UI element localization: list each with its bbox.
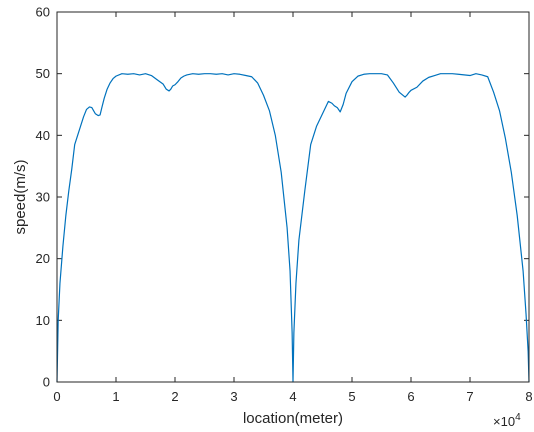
x-tick-label: 3 xyxy=(230,389,237,404)
x-tick-label: 6 xyxy=(407,389,414,404)
y-tick-label: 10 xyxy=(36,313,50,328)
y-axis-label: speed(m/s) xyxy=(12,159,29,234)
x-axis-exponent-base: ×10 xyxy=(493,414,515,429)
y-tick-label: 40 xyxy=(36,128,50,143)
series-layer xyxy=(56,73,530,383)
tick-labels: 0 1 2 3 4 5 6 7 8 0 10 20 30 40 50 60 xyxy=(36,5,533,405)
x-tick-label: 8 xyxy=(525,389,532,404)
x-tick-label: 5 xyxy=(348,389,355,404)
x-tick-label: 1 xyxy=(112,389,119,404)
y-tick-label: 60 xyxy=(36,5,50,20)
x-tick-label: 2 xyxy=(171,389,178,404)
y-tick-label: 0 xyxy=(43,375,50,390)
speed-series-line xyxy=(56,73,530,383)
y-tick-label: 20 xyxy=(36,251,50,266)
x-tick-label: 7 xyxy=(466,389,473,404)
plot-area-background xyxy=(57,12,529,382)
x-tick-label: 4 xyxy=(289,389,296,404)
x-axis-exponent-power: 4 xyxy=(515,412,521,423)
x-tick-label: 0 xyxy=(53,389,60,404)
x-axis-exponent: ×104 xyxy=(493,412,521,429)
y-tick-label: 30 xyxy=(36,190,50,205)
x-axis-label: location(meter) xyxy=(243,410,343,427)
y-tick-label: 50 xyxy=(36,66,50,81)
plot-area-frame xyxy=(56,11,530,383)
